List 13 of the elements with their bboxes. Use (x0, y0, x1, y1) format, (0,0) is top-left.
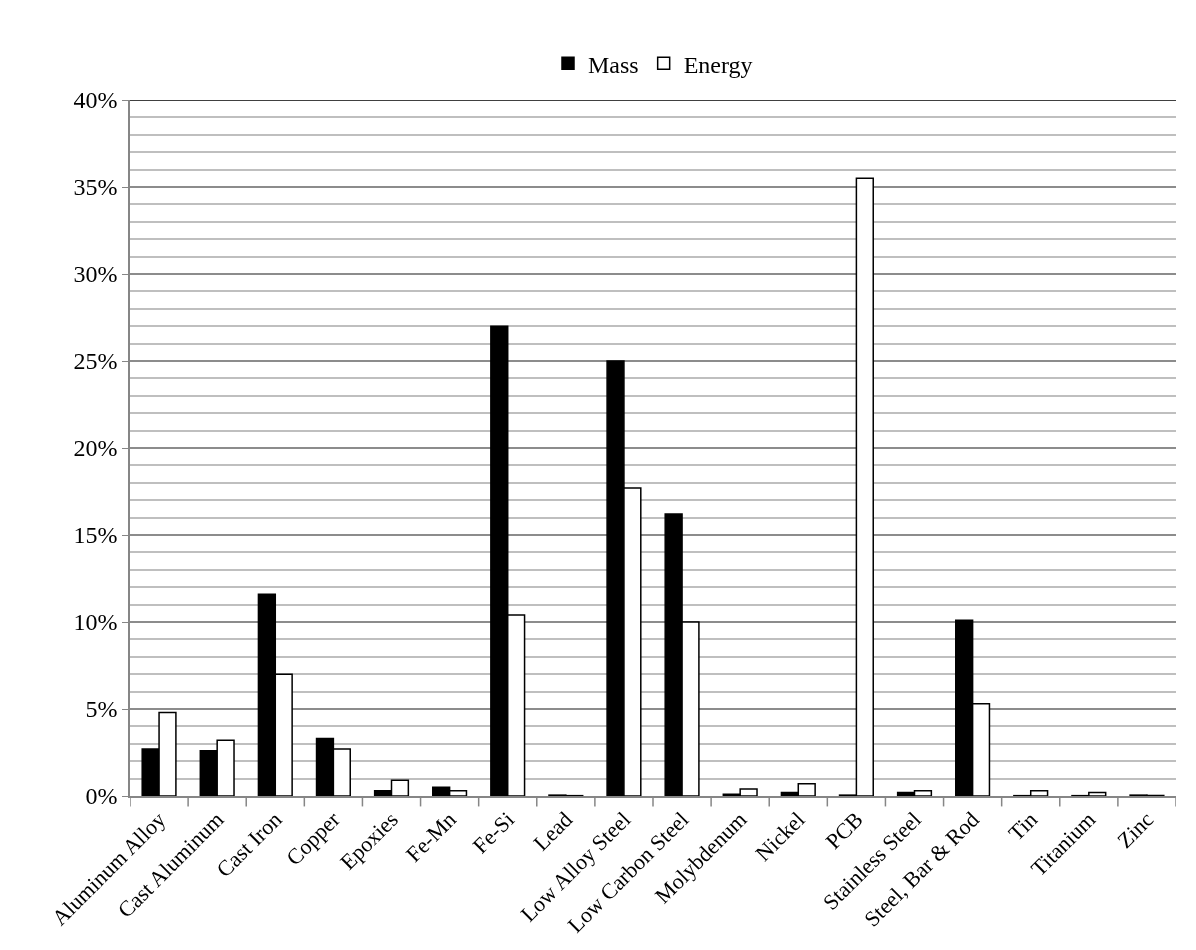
y-tick-label: 5% (85, 696, 118, 723)
y-tick-label: 0% (85, 783, 118, 810)
y-tick-label: 40% (73, 87, 118, 114)
y-tick-label: 20% (73, 435, 118, 462)
legend-label: Energy (683, 51, 753, 78)
y-tick-label: 35% (73, 174, 118, 201)
y-tick-label: 10% (73, 609, 118, 636)
y-tick-label: 25% (73, 348, 118, 375)
legend-label: Mass (588, 51, 639, 78)
y-tick-label: 15% (73, 522, 118, 549)
y-tick-label: 30% (73, 261, 118, 288)
x-tick-label: Zinc (1112, 806, 1159, 853)
x-tick-label: PCB (820, 806, 868, 854)
